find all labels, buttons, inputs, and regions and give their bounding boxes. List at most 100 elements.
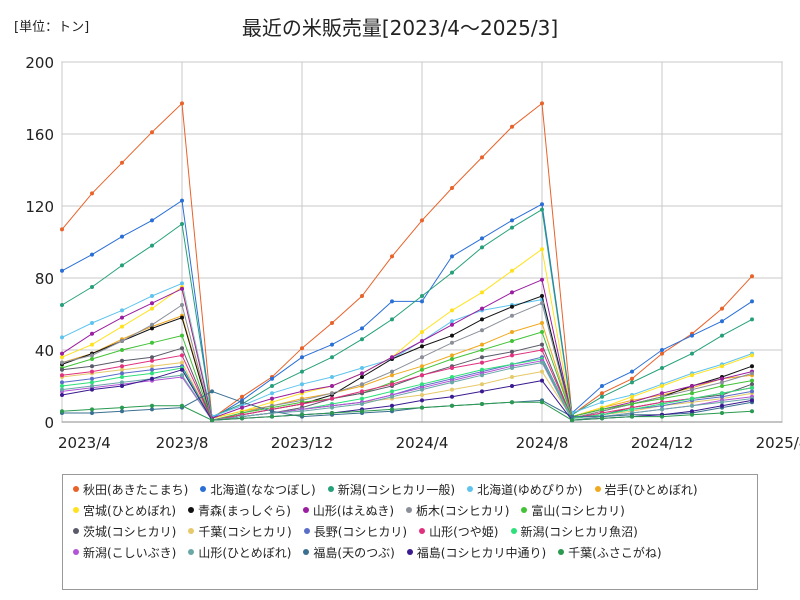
data-point [60,373,64,378]
data-point [180,315,184,320]
data-point [180,346,184,351]
y-tick-label: 80 [35,270,54,288]
data-point [330,375,334,379]
data-point [690,412,694,417]
data-point [420,294,424,298]
y-tick-label: 40 [35,342,54,360]
data-point [690,409,694,414]
data-point [90,407,94,412]
chart-legend: 秋田(あきたこまち) 北海道(ななつぼし) 新潟(コシヒカリ一般) 北海道(ゆめぴりか… [62,474,758,590]
data-point [480,389,484,394]
legend-swatch [521,507,528,513]
legend-label: 千葉(ふさこがね) [568,545,662,560]
data-point [120,358,124,363]
data-point [330,342,334,347]
data-point [390,355,394,360]
data-point [150,367,154,372]
series-path [61,199,753,420]
data-point [450,319,454,324]
data-point [480,360,484,365]
data-point [570,414,574,419]
legend-swatch [303,549,310,555]
data-point [120,380,124,385]
series-line [60,207,754,419]
series-path [61,362,753,421]
data-point [450,270,454,275]
data-point [660,351,664,356]
data-point [690,333,694,338]
legend-swatch [73,507,79,513]
data-point [270,414,274,419]
data-point [540,369,544,374]
data-point [750,274,754,279]
x-tick-label: 2024/12 [631,434,693,452]
data-point [540,301,544,306]
legend-label: 長野(コシヒカリ) [313,524,408,539]
data-point [240,400,244,405]
data-point [540,342,544,347]
data-point [390,254,394,259]
data-point [450,387,454,392]
data-point [510,353,514,358]
data-point [660,384,664,388]
data-point [60,360,64,365]
data-point [420,405,424,410]
legend-item: 富山(コシヒカリ) [521,502,625,518]
data-point [600,416,604,421]
legend-swatch [558,549,565,555]
data-point [420,364,424,369]
data-point [540,202,544,207]
data-point [450,340,454,345]
data-point [510,304,514,309]
data-point [750,353,754,358]
data-point [390,373,394,378]
data-point [450,366,454,370]
data-point [480,348,484,352]
data-point [420,339,424,343]
series-path [61,362,753,421]
data-point [300,355,304,360]
legend-swatch [303,528,310,534]
data-point [420,330,424,334]
data-point [390,317,394,322]
legend-label: 北海道(ゆめぴりか) [477,482,583,497]
data-point [660,391,664,396]
series-path [61,315,753,419]
data-point [300,402,304,406]
data-point [60,387,64,392]
data-point [420,393,424,397]
data-point [690,391,694,396]
legend-label: 新潟(こしいぶき) [83,545,177,560]
data-point [750,378,754,383]
data-point [360,382,364,387]
legend-item: 茨城(コシヒカリ) [73,523,176,539]
data-point [180,373,184,378]
data-point [90,376,94,381]
data-point [300,409,304,414]
data-point [60,409,64,414]
data-point [210,389,214,394]
data-point [300,389,304,394]
legend-swatch [510,528,517,534]
data-point [300,346,304,351]
data-point [450,308,454,313]
data-point [90,364,94,369]
data-point [150,407,154,412]
data-point [330,411,334,415]
series-path [61,282,753,418]
data-point [60,227,64,232]
data-point [750,389,754,394]
data-point [510,124,514,129]
data-point [390,403,394,408]
data-point [180,353,184,358]
data-point [540,294,544,298]
data-point [150,322,154,327]
data-point [90,342,94,347]
data-point [750,371,754,376]
data-point [720,376,724,381]
legend-items: 秋田(あきたこまち) 北海道(ななつぼし) 新潟(コシヒカリ一般) 北海道(ゆめぴりか… [73,479,751,563]
data-point [510,290,514,295]
data-point [750,364,754,369]
series-path [61,102,753,420]
data-point [120,160,124,165]
